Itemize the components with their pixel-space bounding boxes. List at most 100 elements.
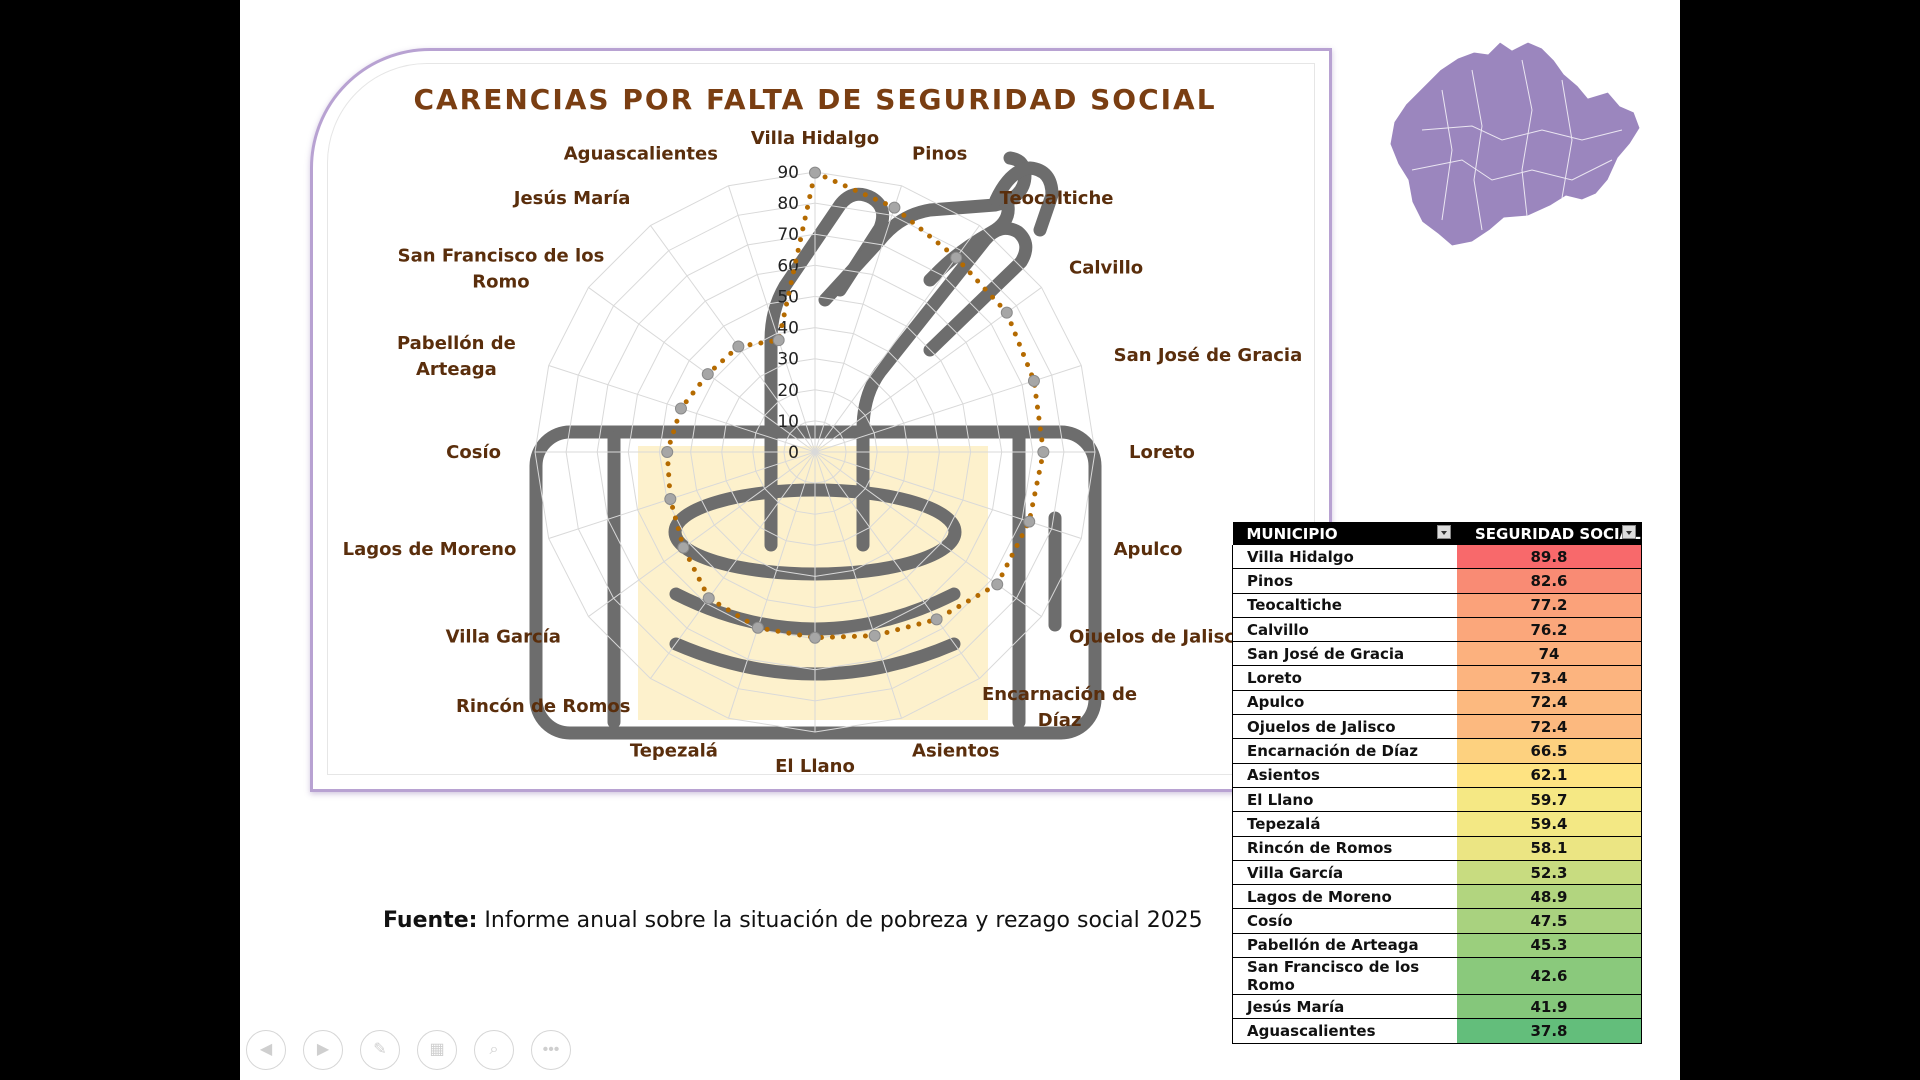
municipio-cell[interactable]: Encarnación de Díaz	[1232, 738, 1457, 764]
seguridad-social-cell[interactable]: 72.4	[1457, 690, 1642, 716]
table-row[interactable]: San Francisco de los Romo 42.6	[1232, 957, 1642, 996]
seguridad-social-cell[interactable]: 45.3	[1457, 933, 1642, 959]
municipio-cell[interactable]: Asientos	[1232, 763, 1457, 788]
column-header-seguridad-social[interactable]: SEGURIDAD SOCIAL	[1457, 522, 1642, 545]
table-row[interactable]: Teocaltiche 77.2	[1232, 593, 1642, 618]
seguridad-social-cell[interactable]: 59.7	[1457, 787, 1642, 813]
zoom-icon[interactable]: ⌕	[474, 1030, 514, 1070]
table-row[interactable]: Encarnación de Díaz 66.5	[1232, 738, 1642, 764]
radar-category-label: San Francisco de los Romo	[398, 245, 605, 292]
seguridad-social-cell[interactable]: 73.4	[1457, 665, 1642, 691]
municipio-cell[interactable]: Jesús María	[1232, 994, 1457, 1020]
radar-spoke	[814, 451, 1042, 617]
filter-dropdown-icon[interactable]	[1621, 525, 1636, 539]
seguridad-social-cell[interactable]: 59.4	[1457, 811, 1642, 837]
municipio-cell[interactable]: Pabellón de Arteaga	[1232, 933, 1457, 959]
radar-category-label: El Llano	[775, 756, 855, 777]
radar-data-point	[701, 368, 714, 381]
radar-data-point	[732, 340, 745, 353]
radar-category-label: Villa García	[446, 627, 561, 648]
municipio-cell[interactable]: El Llano	[1232, 787, 1457, 813]
seguridad-social-cell[interactable]: 89.8	[1457, 545, 1642, 570]
radar-data-point	[888, 201, 901, 214]
radar-tick-label: 90	[777, 163, 799, 183]
municipio-cell[interactable]: Villa Hidalgo	[1232, 545, 1457, 570]
seguridad-social-cell[interactable]: 58.1	[1457, 836, 1642, 861]
municipio-cell[interactable]: Ojuelos de Jalisco	[1232, 714, 1457, 740]
column-header-municipio[interactable]: MUNICIPIO	[1232, 522, 1457, 545]
municipio-cell[interactable]: Rincón de Romos	[1232, 836, 1457, 861]
next-slide-icon[interactable]: ▶	[303, 1030, 343, 1070]
table-row[interactable]: Villa Hidalgo 89.8	[1232, 545, 1642, 570]
radar-category-label: Tepezalá	[630, 741, 718, 762]
table-row[interactable]: Apulco 72.4	[1232, 690, 1642, 716]
previous-slide-icon[interactable]: ◀	[246, 1030, 286, 1070]
table-row[interactable]: Pabellón de Arteaga 45.3	[1232, 933, 1642, 959]
radar-tick-label: 10	[777, 412, 799, 432]
radar-category-label: Rincón de Romos	[456, 696, 630, 717]
seguridad-social-cell[interactable]: 47.5	[1457, 908, 1642, 934]
radar-spoke	[814, 185, 903, 453]
table-row[interactable]: San José de Gracia 74	[1232, 641, 1642, 667]
seguridad-social-cell[interactable]: 72.4	[1457, 714, 1642, 740]
municipio-cell[interactable]: Pinos	[1232, 568, 1457, 594]
seguridad-social-cell[interactable]: 41.9	[1457, 994, 1642, 1020]
slide-sorter-icon[interactable]: ▦	[417, 1030, 457, 1070]
table-row[interactable]: Aguascalientes 37.8	[1232, 1018, 1642, 1044]
radar-category-labels: Villa Hidalgo Pinos Teocaltiche Calvillo San…	[343, 128, 1303, 777]
municipio-cell[interactable]: San José de Gracia	[1232, 641, 1457, 667]
table-row[interactable]: Asientos 62.1	[1232, 763, 1642, 788]
table-row[interactable]: Lagos de Moreno 48.9	[1232, 884, 1642, 910]
table-row[interactable]: Tepezalá 59.4	[1232, 811, 1642, 837]
table-row[interactable]: Calvillo 76.2	[1232, 617, 1642, 643]
chart-plot-area	[327, 63, 1315, 775]
radar-data-point	[677, 541, 690, 554]
municipio-cell[interactable]: Apulco	[1232, 690, 1457, 716]
municipio-cell[interactable]: Tepezalá	[1232, 811, 1457, 837]
radar-tick-label: 0	[788, 443, 799, 463]
municipio-cell[interactable]: Loreto	[1232, 665, 1457, 691]
radar-spoke	[650, 451, 816, 679]
table-row[interactable]: Loreto 73.4	[1232, 665, 1642, 691]
radar-data-point	[868, 629, 881, 642]
table-row[interactable]: Villa García 52.3	[1232, 860, 1642, 886]
seguridad-social-cell[interactable]: 66.5	[1457, 738, 1642, 764]
radar-spoke	[727, 451, 816, 719]
municipio-cell[interactable]: Lagos de Moreno	[1232, 884, 1457, 910]
radar-category-label: Cosío	[446, 442, 501, 463]
radar-data-point	[1037, 446, 1050, 458]
municipio-cell[interactable]: Villa García	[1232, 860, 1457, 886]
radar-category-label: Ojuelos de Jalisco	[1069, 627, 1247, 648]
municipio-cell[interactable]: Calvillo	[1232, 617, 1457, 643]
municipio-cell[interactable]: Teocaltiche	[1232, 593, 1457, 618]
table-row[interactable]: Ojuelos de Jalisco 72.4	[1232, 714, 1642, 740]
table-row[interactable]: Pinos 82.6	[1232, 568, 1642, 594]
state-map-shape	[1389, 41, 1641, 247]
seguridad-social-cell[interactable]: 37.8	[1457, 1018, 1642, 1044]
more-options-icon[interactable]: •••	[531, 1030, 571, 1070]
seguridad-social-cell[interactable]: 82.6	[1457, 568, 1642, 594]
table-row[interactable]: Jesús María 41.9	[1232, 994, 1642, 1020]
seguridad-social-cell[interactable]: 52.3	[1457, 860, 1642, 886]
municipio-cell[interactable]: Aguascalientes	[1232, 1018, 1457, 1044]
seguridad-social-cell[interactable]: 74	[1457, 641, 1642, 667]
seguridad-social-cell[interactable]: 77.2	[1457, 593, 1642, 618]
radar-tick-label: 30	[777, 350, 799, 370]
seguridad-social-cell[interactable]: 76.2	[1457, 617, 1642, 643]
radar-category-label: Apulco	[1114, 539, 1183, 560]
table-row[interactable]: El Llano 59.7	[1232, 787, 1642, 813]
radar-category-label: San José de Gracia	[1114, 345, 1303, 366]
filter-dropdown-icon[interactable]	[1437, 525, 1451, 539]
radar-spoke	[814, 451, 980, 679]
table-row[interactable]: Rincón de Romos 58.1	[1232, 836, 1642, 861]
pen-icon[interactable]: ✎	[360, 1030, 400, 1070]
seguridad-social-cell[interactable]: 62.1	[1457, 763, 1642, 788]
radar-data-point	[702, 592, 715, 605]
seguridad-social-cell[interactable]: 48.9	[1457, 884, 1642, 910]
seguridad-social-cell[interactable]: 42.6	[1457, 957, 1642, 996]
municipio-cell[interactable]: San Francisco de los Romo	[1232, 957, 1457, 996]
municipio-cell[interactable]: Cosío	[1232, 908, 1457, 934]
source-note: Fuente: Informe anual sobre la situación…	[383, 908, 1203, 933]
table-row[interactable]: Cosío 47.5	[1232, 908, 1642, 934]
